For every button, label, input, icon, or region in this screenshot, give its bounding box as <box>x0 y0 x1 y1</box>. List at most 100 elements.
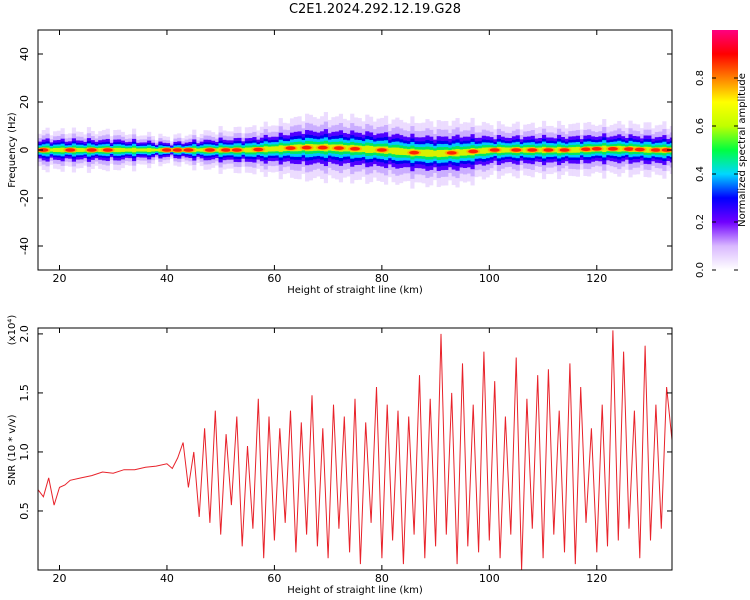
snr-y-axis-title: SNR (10 * v/v) <box>7 414 18 485</box>
heatmap-peak <box>409 150 420 155</box>
heatmap-cell <box>53 147 58 153</box>
heatmap-cell <box>429 149 434 157</box>
heatmap-cell <box>135 148 140 152</box>
x-tick-label: 20 <box>52 272 66 285</box>
y-tick-label: 0 <box>18 147 31 154</box>
heatmap-cell <box>154 148 159 152</box>
heatmap-cell <box>244 147 250 153</box>
heatmap-cell <box>572 147 577 153</box>
heatmap-cell <box>523 147 528 153</box>
heatmap-cell <box>481 147 486 154</box>
heatmap-peak <box>38 148 49 152</box>
x-tick-label: 100 <box>479 272 500 285</box>
heatmap-cell <box>459 149 464 156</box>
heatmap-peak <box>581 147 592 152</box>
heatmap-peak <box>650 148 661 152</box>
heatmap-peak <box>468 149 479 154</box>
heatmap-cell <box>60 147 65 153</box>
colorbar-tick-label: 0.8 <box>695 70 706 86</box>
heatmap-peak <box>446 151 457 155</box>
snr-y-multiplier: (x10⁴) <box>7 315 18 346</box>
heatmap-cell <box>478 148 483 154</box>
y-tick-label: 2.0 <box>18 325 31 343</box>
heatmap-cell <box>485 147 490 154</box>
heatmap-cell <box>143 148 148 152</box>
heatmap-cell <box>504 147 509 153</box>
heatmap-peak <box>317 145 328 150</box>
heatmap-peak <box>172 148 183 152</box>
heatmap-peak <box>65 148 76 152</box>
heatmap-cell <box>436 149 441 158</box>
colorbar-tick-label: 0.0 <box>695 262 706 278</box>
heatmap-peak <box>102 148 113 152</box>
heatmap-cell <box>387 147 392 154</box>
heatmap-cell <box>395 147 400 155</box>
heatmap-cell <box>139 148 144 152</box>
heatmap-y-axis-title: Frequency (Hz) <box>7 112 18 188</box>
snr-x-axis-title: Height of straight line (km) <box>287 585 423 596</box>
heatmap-cell <box>368 145 374 153</box>
heatmap-peak <box>591 147 602 151</box>
heatmap-cell <box>278 145 283 152</box>
heatmap-peak <box>86 148 97 152</box>
heatmap-axes: 20 40 60 80 100 120 -40 -20 0 20 40 <box>18 30 672 285</box>
heatmap-peak <box>543 148 554 152</box>
heatmap-cell <box>113 147 118 153</box>
heatmap-cell <box>297 144 302 152</box>
heatmap-peak <box>559 148 570 152</box>
heatmap-peak <box>161 148 172 152</box>
colorbar-ticks: 0.0 0.2 0.4 0.6 0.8 <box>695 70 738 278</box>
y-tick-label: -20 <box>18 189 31 207</box>
heatmap-peak <box>333 146 344 150</box>
y-tick-label: 0.5 <box>18 502 31 519</box>
heatmap-peak <box>183 148 194 152</box>
heatmap-cell <box>195 148 201 152</box>
heatmap-cell <box>432 150 438 157</box>
heatmap-peak <box>204 148 215 152</box>
heatmap-cell <box>421 149 426 157</box>
heatmap-peak <box>661 148 672 152</box>
heatmap-x-axis-title: Height of straight line (km) <box>287 285 423 296</box>
heatmap-peak <box>221 148 232 152</box>
heatmap-cell <box>271 146 276 152</box>
heatmap-cell <box>56 147 61 153</box>
x-tick-label: 80 <box>375 272 389 285</box>
heatmap-peak <box>285 146 296 150</box>
heatmap-cell <box>462 149 468 156</box>
colorbar-tick-label: 0.4 <box>695 166 706 182</box>
heatmap-cell <box>132 147 137 153</box>
heatmap-cell <box>361 146 366 153</box>
heatmap-cell <box>274 146 280 152</box>
colorbar <box>712 30 738 270</box>
heatmap-cell <box>267 146 272 152</box>
x-tick-label: 20 <box>52 572 66 585</box>
heatmap-cell <box>425 149 430 157</box>
heatmap-cell <box>147 148 152 152</box>
heatmap-cell <box>440 149 445 157</box>
heatmap-cell <box>402 148 407 156</box>
y-tick-label: 1.5 <box>18 384 31 402</box>
x-tick-label: 40 <box>160 572 174 585</box>
heatmap-cell <box>79 148 84 152</box>
heatmap-cell <box>365 145 370 153</box>
heatmap-cell <box>399 148 404 155</box>
x-tick-label: 60 <box>267 572 281 585</box>
heatmap-cell <box>150 148 155 152</box>
heatmap-cell <box>263 146 268 153</box>
heatmap-peak <box>489 148 500 152</box>
heatmap-cell <box>120 148 125 152</box>
heatmap-cell <box>538 147 543 153</box>
heatmap-cell <box>128 148 133 152</box>
heatmap-cell <box>602 145 607 153</box>
x-tick-label: 60 <box>267 272 281 285</box>
colorbar-tick-label: 0.2 <box>695 214 706 230</box>
y-tick-label: 20 <box>18 95 31 109</box>
heatmap-cell <box>312 144 317 151</box>
heatmap-peak <box>253 147 264 152</box>
snr-panel: 20 40 60 80 100 120 0.5 1.0 1.5 2.0 (x10⁴) Height… <box>7 315 673 596</box>
heatmap-cell <box>124 148 129 152</box>
page-title: C2E1.2024.292.12.19.G28 <box>288 2 462 17</box>
heatmap-peak <box>624 147 635 151</box>
colorbar-tick-label: 0.6 <box>695 118 706 134</box>
heatmap-peak <box>376 148 387 152</box>
